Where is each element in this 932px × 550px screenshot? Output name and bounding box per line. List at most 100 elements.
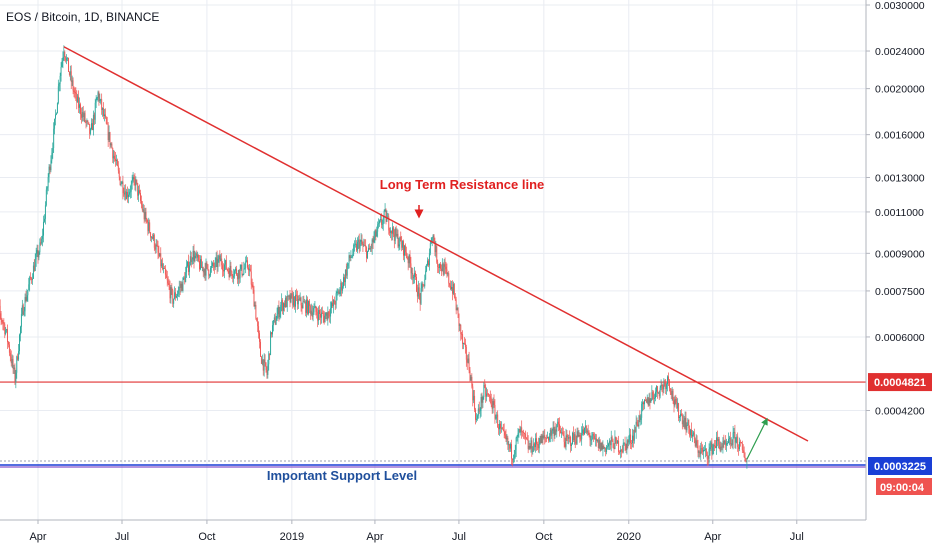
- candle: [705, 448, 707, 457]
- candle: [397, 229, 399, 249]
- candle: [476, 414, 478, 421]
- candle: [550, 427, 552, 439]
- candle: [32, 262, 34, 279]
- candle: [677, 398, 679, 412]
- candle: [59, 72, 61, 92]
- candle: [571, 442, 572, 451]
- candle: [216, 250, 218, 274]
- candle: [508, 441, 510, 452]
- candle: [692, 430, 694, 437]
- candle: [559, 417, 560, 437]
- candle: [440, 264, 442, 276]
- candle: [308, 299, 310, 314]
- candle: [734, 424, 736, 449]
- candle: [105, 116, 107, 125]
- candle: [84, 110, 86, 124]
- candle: [725, 435, 727, 450]
- candle: [236, 273, 238, 284]
- candle: [531, 436, 533, 457]
- candle: [456, 304, 458, 311]
- candle: [48, 164, 50, 183]
- candle: [304, 298, 306, 304]
- candle: [468, 351, 470, 374]
- candle: [662, 384, 664, 396]
- candle: [621, 445, 623, 454]
- candle: [421, 281, 423, 292]
- candle: [14, 363, 16, 385]
- candle: [538, 438, 540, 454]
- candle: [656, 385, 657, 398]
- candle: [3, 318, 5, 331]
- candle: [697, 439, 699, 458]
- candle: [474, 389, 476, 413]
- candle: [560, 425, 561, 434]
- candle: [46, 186, 48, 195]
- candle: [536, 441, 538, 451]
- candle: [140, 195, 142, 209]
- candle: [680, 409, 681, 422]
- candle: [382, 215, 384, 231]
- candle: [522, 430, 524, 437]
- candle: [366, 246, 368, 263]
- candle: [97, 90, 99, 102]
- candle: [484, 379, 486, 389]
- candle: [491, 398, 493, 414]
- candle: [128, 188, 129, 204]
- candle: [56, 112, 57, 116]
- candle: [668, 378, 670, 392]
- candle: [476, 413, 477, 423]
- resistance-price-tag: 0.0004821: [868, 373, 932, 392]
- candle: [68, 71, 70, 77]
- candle: [514, 444, 516, 459]
- candle: [80, 107, 82, 124]
- resistance-trend-line[interactable]: [63, 46, 809, 442]
- candle: [478, 401, 480, 414]
- candle: [576, 427, 578, 445]
- candle: [116, 154, 117, 166]
- y-axis[interactable]: 0.0030000 0.0024000 0.0020000 0.0016000 0.00…: [866, 0, 925, 418]
- candle: [561, 426, 563, 435]
- candle: [296, 288, 297, 301]
- candle: [606, 445, 608, 455]
- candle: [624, 436, 626, 451]
- candle: [564, 437, 566, 449]
- candle: [666, 382, 668, 395]
- x-tick-label: 2019: [280, 531, 304, 543]
- candle: [660, 379, 662, 391]
- candle: [721, 443, 723, 451]
- candle: [575, 435, 577, 446]
- candle: [403, 239, 404, 261]
- candle: [651, 385, 653, 401]
- candle: [525, 437, 527, 440]
- candle: [64, 50, 66, 62]
- candle: [113, 150, 115, 164]
- candle: [720, 441, 722, 453]
- y-tick-label: 0.0024000: [875, 46, 925, 58]
- candle: [115, 152, 116, 167]
- candle: [157, 240, 159, 260]
- candle: [348, 251, 350, 269]
- candle: [129, 185, 131, 199]
- candle: [148, 217, 150, 234]
- candle: [131, 174, 133, 190]
- candle: [640, 414, 642, 426]
- candle: [428, 248, 430, 271]
- candle: [569, 430, 571, 443]
- candle: [0, 310, 2, 326]
- candle: [320, 307, 322, 324]
- candle: [28, 277, 30, 291]
- candle: [712, 444, 714, 456]
- candle: [248, 263, 250, 277]
- candle: [187, 261, 188, 268]
- candle: [629, 428, 631, 445]
- candle: [379, 219, 380, 227]
- candle: [596, 439, 598, 443]
- candle: [698, 450, 700, 459]
- candle: [234, 269, 236, 279]
- x-axis[interactable]: Apr Jul Oct 2019 Apr Jul Oct 2020 Apr Jul: [29, 520, 804, 543]
- candle: [452, 281, 454, 295]
- candle: [96, 96, 98, 101]
- candle: [263, 353, 265, 377]
- candle: [38, 250, 40, 261]
